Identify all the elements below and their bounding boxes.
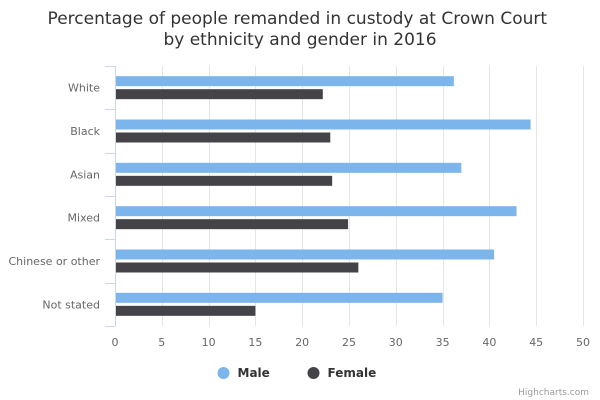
x-tick-label-25: 25 bbox=[342, 336, 356, 349]
category-labels: White Black Asian Mixed Chinese or other Not … bbox=[9, 82, 101, 312]
legend-symbol-male bbox=[217, 367, 230, 379]
legend-item-female[interactable]: Female bbox=[307, 366, 377, 380]
chart-title: Percentage of people remanded in custody… bbox=[48, 9, 553, 50]
x-tick-label-30: 30 bbox=[389, 336, 403, 349]
credits-link[interactable]: Highcharts.com bbox=[518, 388, 589, 398]
bar-male-not-stated[interactable] bbox=[116, 292, 443, 303]
bar-female-chinese-or-other[interactable] bbox=[116, 262, 359, 273]
bar-female-white[interactable] bbox=[116, 89, 323, 100]
legend-item-male[interactable]: Male bbox=[217, 366, 270, 380]
category-label-white: White bbox=[68, 82, 100, 95]
bar-female-black[interactable] bbox=[116, 132, 331, 143]
category-label-not-stated: Not stated bbox=[42, 298, 100, 311]
bar-female-not-stated[interactable] bbox=[116, 305, 256, 316]
chart-title-line-2: by ethnicity and gender in 2016 bbox=[163, 30, 436, 50]
x-axis-tick-labels: 0 5 10 15 20 25 30 35 40 45 50 bbox=[112, 336, 591, 349]
x-tick-label-50: 50 bbox=[576, 336, 590, 349]
bar-female-mixed[interactable] bbox=[116, 219, 349, 230]
legend-label-female: Female bbox=[328, 366, 377, 380]
x-tick-label-10: 10 bbox=[202, 336, 216, 349]
bar-male-asian[interactable] bbox=[116, 162, 462, 173]
legend-symbol-female bbox=[307, 367, 320, 379]
bar-male-chinese-or-other[interactable] bbox=[116, 249, 495, 260]
x-tick-label-45: 45 bbox=[529, 336, 543, 349]
category-label-black: Black bbox=[70, 125, 100, 138]
chart-title-line-1: Percentage of people remanded in custody… bbox=[48, 9, 548, 29]
x-tick-label-20: 20 bbox=[295, 336, 309, 349]
x-tick-label-0: 0 bbox=[112, 336, 119, 349]
x-tick-label-15: 15 bbox=[248, 336, 262, 349]
legend[interactable]: Male Female bbox=[217, 366, 377, 380]
category-label-asian: Asian bbox=[70, 168, 100, 181]
legend-label-male: Male bbox=[238, 366, 270, 380]
x-tick-label-5: 5 bbox=[158, 336, 165, 349]
bar-female-asian[interactable] bbox=[116, 175, 333, 186]
category-label-chinese-or-other: Chinese or other bbox=[9, 255, 101, 268]
category-label-mixed: Mixed bbox=[68, 212, 100, 225]
gridlines bbox=[105, 66, 584, 327]
x-tick-label-35: 35 bbox=[436, 336, 450, 349]
bar-male-mixed[interactable] bbox=[116, 206, 517, 217]
x-tick-label-40: 40 bbox=[482, 336, 496, 349]
bar-male-black[interactable] bbox=[116, 119, 531, 130]
bar-male-white[interactable] bbox=[116, 76, 454, 87]
bars bbox=[116, 76, 531, 316]
